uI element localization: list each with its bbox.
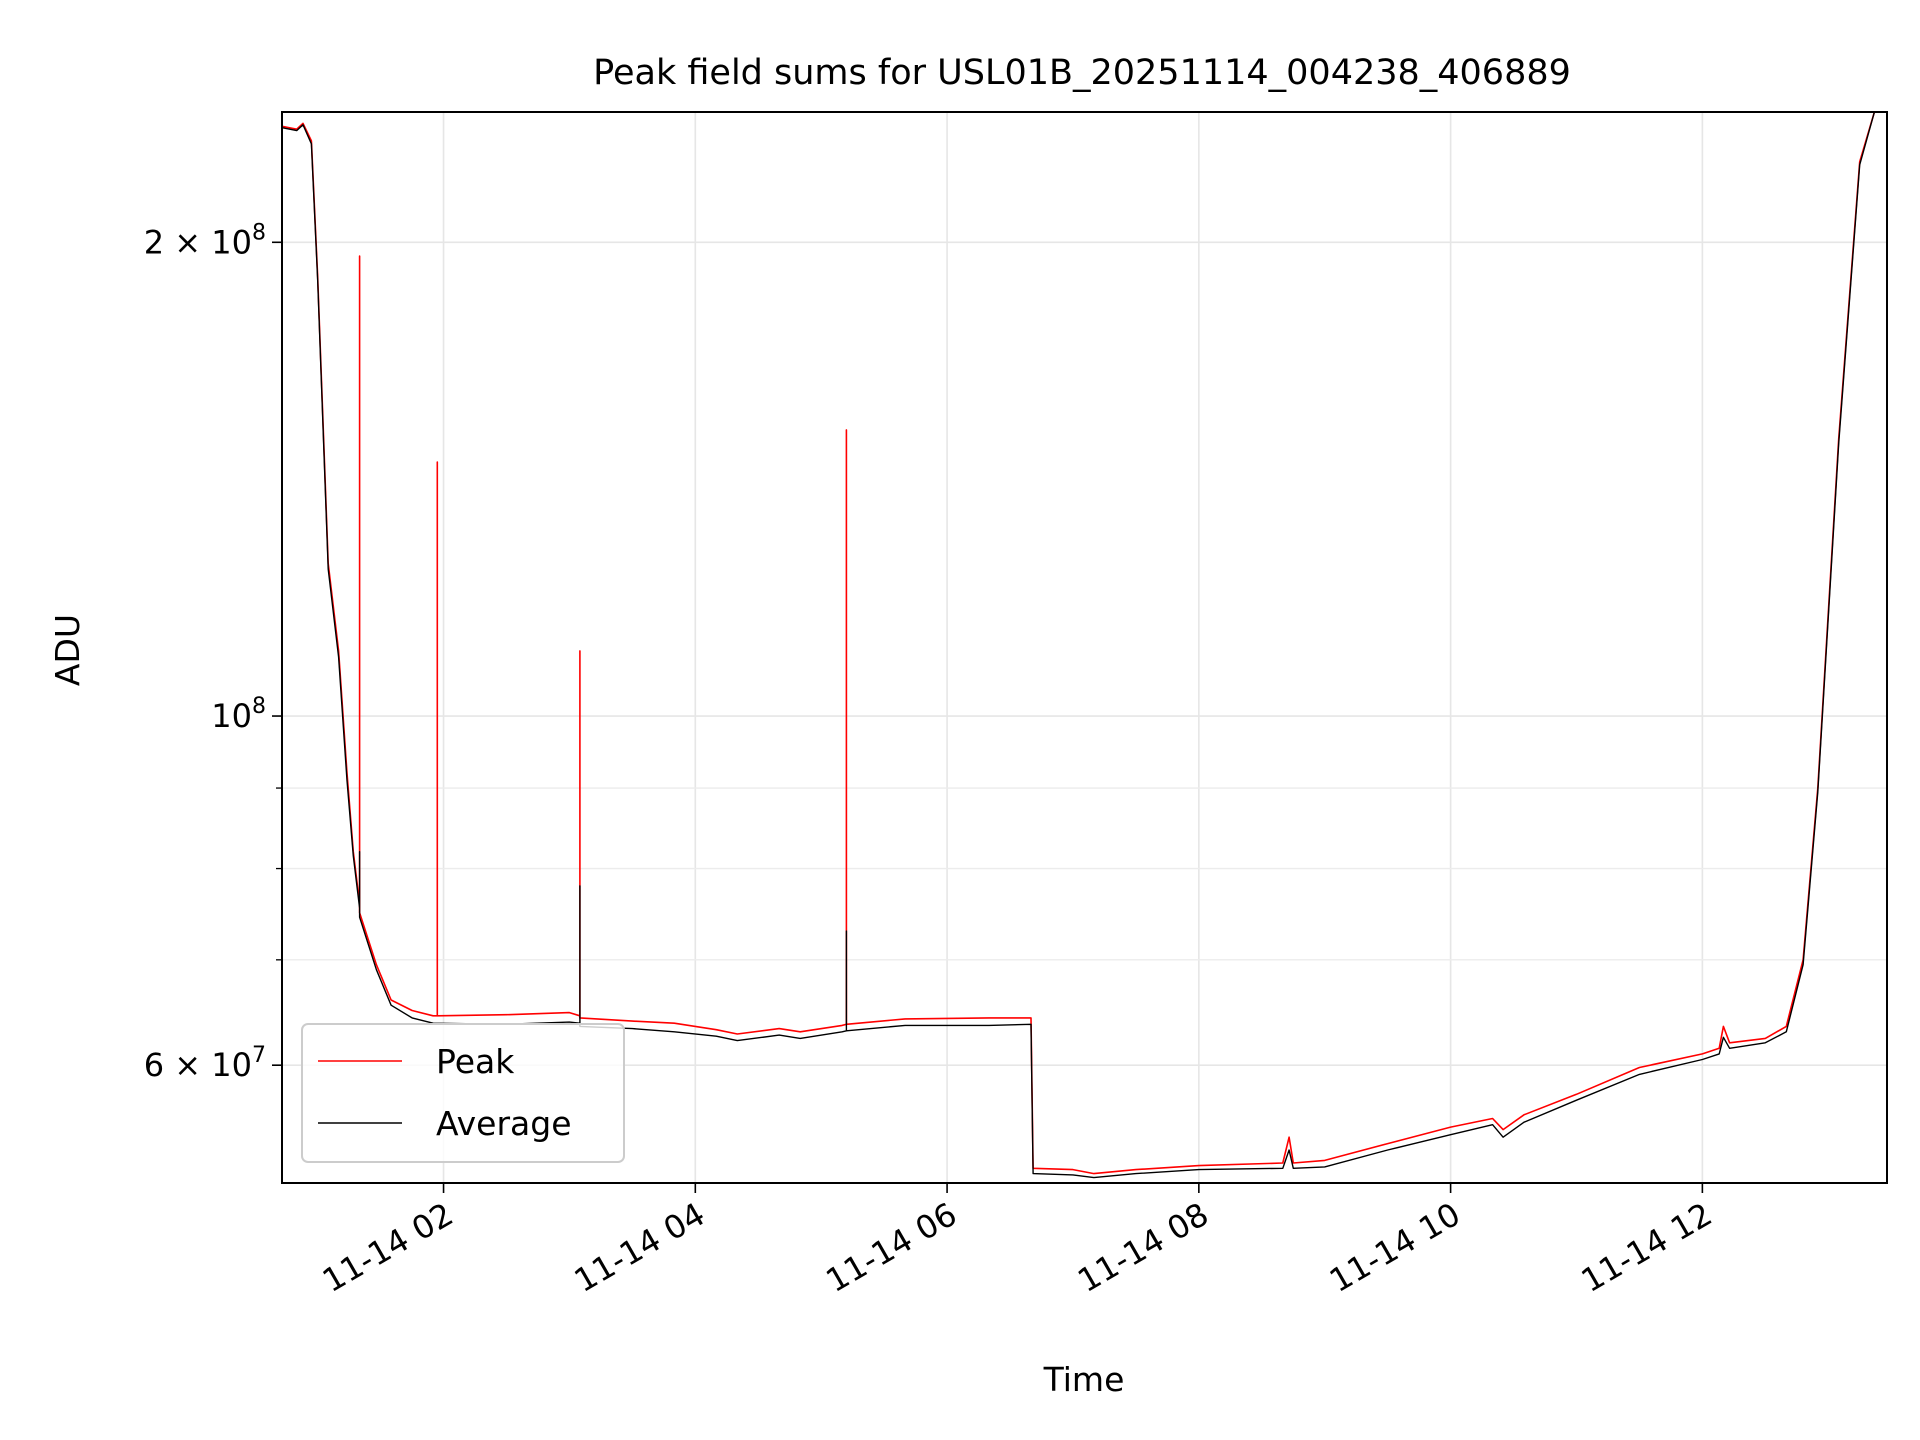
x-axis-label: Time [1043, 1360, 1125, 1399]
legend-box [301, 1023, 625, 1163]
series-layer [282, 112, 1876, 1179]
y-axis: 2 × 108 108 6 × 107 [144, 220, 282, 1084]
y-axis-label: ADU [48, 614, 87, 686]
y-tick-label: 2 × 108 [144, 220, 266, 261]
legend-peak-label: Peak [436, 1042, 515, 1081]
y-tick-label: 6 × 107 [144, 1043, 266, 1084]
plot-frame [281, 111, 1888, 1184]
chart-title: Peak field sums for USL01B_20251114_0042… [593, 53, 1571, 93]
legend: Peak Average [301, 1023, 625, 1163]
series-line-average [282, 112, 1876, 1179]
legend-average-label: Average [436, 1104, 572, 1143]
y-tick-label: 108 [211, 694, 266, 735]
series-line-peak [282, 112, 1876, 1175]
